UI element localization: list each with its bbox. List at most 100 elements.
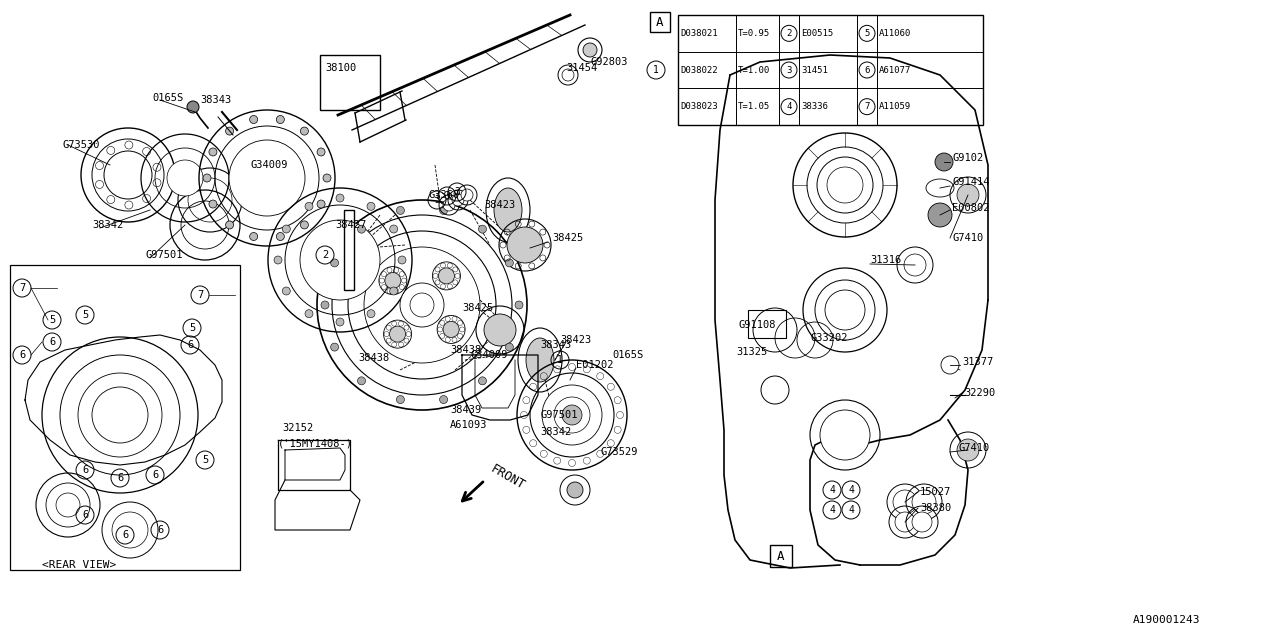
Text: 4: 4 — [849, 485, 854, 495]
Text: 31316: 31316 — [870, 255, 901, 265]
Circle shape — [337, 318, 344, 326]
Text: 38343: 38343 — [200, 95, 232, 105]
Circle shape — [250, 232, 257, 241]
Text: 7: 7 — [197, 290, 204, 300]
Text: 5: 5 — [864, 29, 869, 38]
Circle shape — [820, 410, 870, 460]
Text: A: A — [657, 15, 664, 29]
Circle shape — [815, 280, 876, 340]
Text: 4: 4 — [829, 485, 835, 495]
Circle shape — [330, 259, 339, 267]
Circle shape — [484, 314, 516, 346]
Text: 5: 5 — [49, 315, 55, 325]
Text: 31451: 31451 — [801, 65, 828, 74]
Circle shape — [934, 153, 954, 171]
Text: T=1.00: T=1.00 — [739, 65, 771, 74]
Circle shape — [941, 356, 959, 374]
Circle shape — [515, 301, 524, 309]
Bar — [678, 15, 983, 125]
Text: 3: 3 — [444, 191, 451, 201]
Text: G7410: G7410 — [957, 443, 989, 453]
Text: 38100: 38100 — [325, 63, 356, 73]
Circle shape — [305, 202, 314, 211]
Circle shape — [397, 207, 404, 214]
Circle shape — [439, 396, 448, 404]
Circle shape — [209, 148, 216, 156]
Text: D038022: D038022 — [680, 65, 718, 74]
Text: 31325: 31325 — [736, 347, 767, 357]
Bar — [748, 310, 786, 338]
Text: G92803: G92803 — [590, 57, 627, 67]
Text: 2: 2 — [786, 29, 792, 38]
Text: G91108: G91108 — [739, 320, 776, 330]
Circle shape — [913, 512, 932, 532]
Text: E00802: E00802 — [952, 203, 989, 213]
Text: 0165S: 0165S — [152, 93, 183, 103]
Circle shape — [276, 115, 284, 124]
Text: 6: 6 — [157, 525, 163, 535]
Circle shape — [385, 273, 401, 289]
Text: G73529: G73529 — [600, 447, 637, 457]
Circle shape — [113, 512, 148, 548]
Circle shape — [397, 396, 404, 404]
Ellipse shape — [494, 188, 522, 232]
Text: A190001243: A190001243 — [1133, 615, 1201, 625]
Circle shape — [367, 202, 375, 211]
Text: 38425: 38425 — [552, 233, 584, 243]
Text: 7: 7 — [864, 102, 869, 111]
Text: G34009: G34009 — [250, 160, 288, 170]
Circle shape — [301, 221, 308, 229]
Text: G34009: G34009 — [471, 350, 508, 360]
Text: 38423: 38423 — [484, 200, 516, 210]
Circle shape — [567, 482, 582, 498]
Bar — [771, 545, 792, 567]
Circle shape — [274, 256, 282, 264]
Circle shape — [506, 259, 513, 267]
Text: 4: 4 — [786, 102, 792, 111]
Circle shape — [187, 101, 198, 113]
Circle shape — [276, 232, 284, 241]
Text: G7410: G7410 — [952, 233, 983, 243]
Text: 6: 6 — [122, 530, 128, 540]
Text: A: A — [777, 550, 785, 563]
Text: T=1.05: T=1.05 — [739, 102, 771, 111]
Circle shape — [283, 287, 291, 295]
Circle shape — [209, 200, 216, 208]
Circle shape — [389, 225, 398, 233]
Text: E00515: E00515 — [801, 29, 833, 38]
Text: 7: 7 — [19, 283, 26, 293]
Circle shape — [957, 184, 979, 206]
Text: 1: 1 — [653, 65, 659, 75]
Circle shape — [443, 321, 460, 337]
Text: 2: 2 — [321, 250, 328, 260]
Text: 6: 6 — [19, 350, 26, 360]
Circle shape — [399, 283, 444, 327]
Circle shape — [398, 256, 406, 264]
Text: 32152: 32152 — [282, 423, 314, 433]
Bar — [10, 265, 241, 570]
Text: D038021: D038021 — [680, 29, 718, 38]
Text: A11059: A11059 — [879, 102, 911, 111]
Text: 6: 6 — [864, 65, 869, 74]
Bar — [344, 210, 355, 290]
Text: G33202: G33202 — [810, 333, 847, 343]
Text: A61077: A61077 — [879, 65, 911, 74]
Circle shape — [78, 373, 163, 457]
Circle shape — [389, 287, 398, 295]
Text: 38425: 38425 — [462, 303, 493, 313]
Circle shape — [317, 200, 325, 208]
Circle shape — [957, 439, 979, 461]
Bar — [320, 55, 380, 110]
Text: 3: 3 — [434, 195, 440, 205]
Text: 38342: 38342 — [540, 427, 571, 437]
Text: <REAR VIEW>: <REAR VIEW> — [42, 560, 116, 570]
Text: 38439: 38439 — [451, 405, 481, 415]
Circle shape — [479, 377, 486, 385]
Circle shape — [507, 227, 543, 263]
Circle shape — [317, 148, 325, 156]
Text: 3: 3 — [786, 65, 792, 74]
Circle shape — [827, 167, 863, 203]
Text: A61093: A61093 — [451, 420, 488, 430]
Circle shape — [582, 43, 596, 57]
Text: 38336: 38336 — [801, 102, 828, 111]
